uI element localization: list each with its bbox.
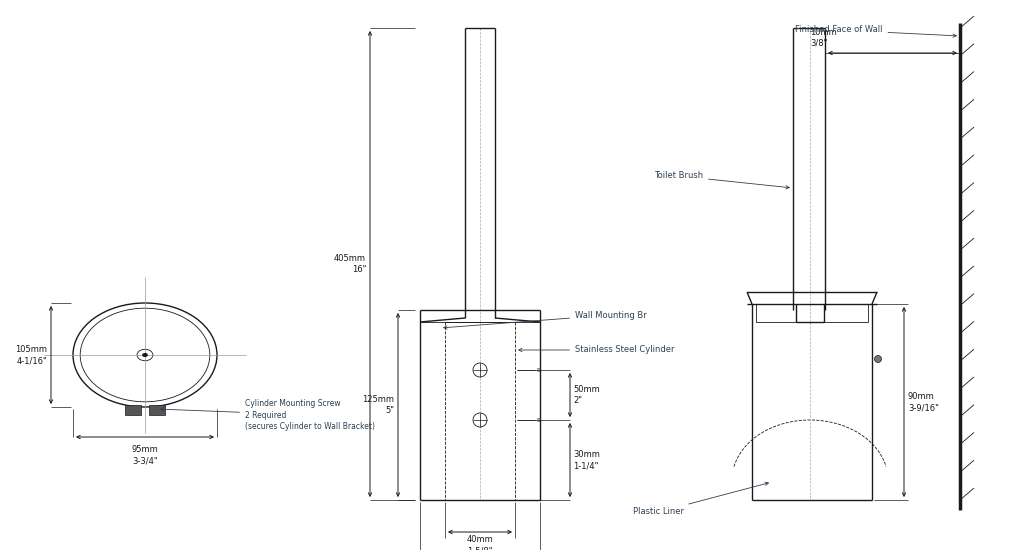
Text: Plastic Liner: Plastic Liner (633, 482, 769, 516)
Text: 95mm
3-3/4": 95mm 3-3/4" (131, 445, 159, 465)
Ellipse shape (142, 353, 148, 357)
Text: 125mm
5": 125mm 5" (362, 395, 394, 415)
Text: 50mm
2": 50mm 2" (573, 385, 600, 405)
Bar (125, 405, 141, 415)
Text: S: S (537, 417, 541, 422)
Text: 90mm
3-9/16": 90mm 3-9/16" (908, 392, 939, 412)
Text: Toilet Brush: Toilet Brush (654, 172, 789, 189)
Ellipse shape (874, 355, 881, 362)
Text: Finished Face of Wall: Finished Face of Wall (795, 25, 956, 37)
Text: Wall Mounting Br: Wall Mounting Br (444, 311, 647, 329)
Text: 405mm
16": 405mm 16" (334, 254, 366, 274)
Text: 105mm
4-1/16": 105mm 4-1/16" (15, 345, 47, 365)
Bar (149, 405, 165, 415)
Text: 10mm
3/8": 10mm 3/8" (810, 28, 836, 48)
Text: S: S (537, 367, 541, 372)
Text: 30mm
1-1/4": 30mm 1-1/4" (573, 450, 600, 470)
Text: 40mm
1-5/8": 40mm 1-5/8" (466, 535, 493, 550)
Text: Stainless Steel Cylinder: Stainless Steel Cylinder (519, 345, 674, 355)
Text: Cylinder Mounting Screw
2 Required
(secures Cylinder to Wall Bracket): Cylinder Mounting Screw 2 Required (secu… (161, 399, 375, 431)
